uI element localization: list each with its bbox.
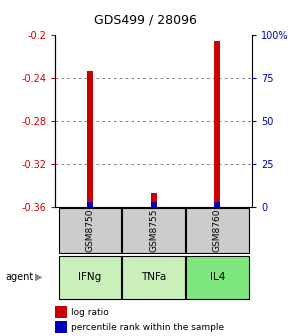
Text: IFNg: IFNg xyxy=(79,272,102,282)
Bar xyxy=(87,71,93,207)
Bar xyxy=(214,41,220,207)
Text: GSM8760: GSM8760 xyxy=(213,208,222,252)
Bar xyxy=(186,208,249,253)
Text: GSM8750: GSM8750 xyxy=(86,208,95,252)
Bar xyxy=(151,193,157,207)
Text: agent: agent xyxy=(6,272,34,282)
Text: IL4: IL4 xyxy=(210,272,225,282)
Bar xyxy=(214,202,220,207)
Bar xyxy=(151,202,157,207)
Bar xyxy=(55,321,67,333)
Text: GSM8755: GSM8755 xyxy=(149,208,158,252)
Text: log ratio: log ratio xyxy=(71,308,109,317)
Bar xyxy=(122,208,185,253)
Text: ▶: ▶ xyxy=(35,272,43,282)
Text: TNFa: TNFa xyxy=(141,272,166,282)
Text: GDS499 / 28096: GDS499 / 28096 xyxy=(94,13,196,27)
Bar xyxy=(122,256,185,299)
Bar xyxy=(59,208,121,253)
Bar xyxy=(59,256,121,299)
Text: percentile rank within the sample: percentile rank within the sample xyxy=(71,323,224,332)
Bar xyxy=(186,256,249,299)
Bar xyxy=(87,202,93,207)
Bar xyxy=(55,306,67,318)
